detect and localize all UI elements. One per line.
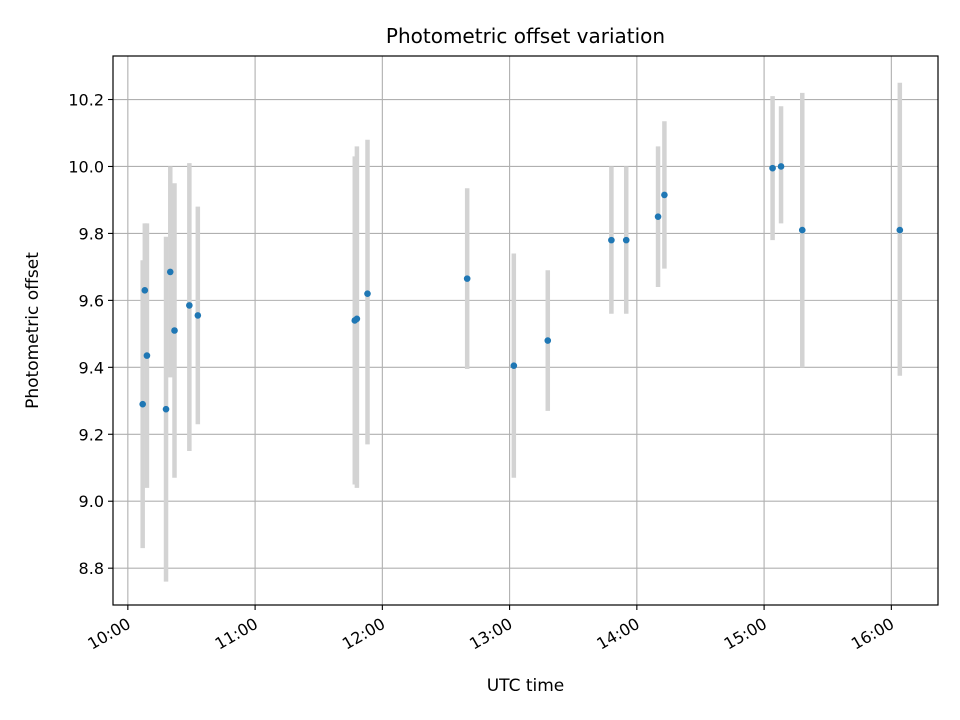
data-point (654, 213, 662, 220)
data-point (139, 400, 146, 408)
plot-area-frame (112, 55, 939, 606)
data-point (353, 315, 361, 323)
data-points (139, 163, 904, 413)
x-tick-label: 14:00 (593, 614, 642, 654)
data-point (186, 302, 193, 309)
data-point (166, 268, 174, 276)
y-tick-label: 10.0 (68, 157, 104, 176)
data-point (171, 327, 178, 334)
error-bars (140, 82, 903, 582)
data-point (798, 226, 806, 234)
data-point (769, 164, 776, 172)
data-point (661, 191, 668, 199)
data-point (777, 163, 785, 170)
y-axis-label: Photometric offset (23, 252, 43, 409)
data-point (544, 337, 552, 344)
y-tick-label: 9.6 (79, 291, 104, 310)
grid-lines (113, 56, 938, 605)
x-axis-label: UTC time (487, 676, 565, 696)
x-tick-label: 11:00 (212, 614, 261, 654)
data-point (364, 290, 371, 297)
data-point (141, 287, 149, 294)
data-point (622, 236, 630, 244)
x-tick-label: 13:00 (466, 614, 515, 654)
y-tick-label: 9.4 (79, 358, 104, 377)
x-tick-label: 16:00 (848, 614, 897, 654)
data-point (162, 405, 170, 413)
data-point (896, 226, 904, 234)
data-point (510, 362, 518, 369)
y-tick-label: 9.8 (79, 224, 104, 243)
data-point (463, 275, 471, 282)
x-tick-label: 12:00 (339, 614, 388, 654)
x-tick-label: 15:00 (721, 614, 770, 654)
data-point (608, 236, 615, 244)
y-tick-label: 8.8 (79, 559, 104, 578)
y-tick-label: 9.0 (79, 492, 104, 511)
y-tick-label: 9.2 (79, 425, 104, 444)
x-tick-label: 10:00 (84, 614, 133, 654)
y-tick-label: 10.2 (68, 91, 104, 110)
data-point (194, 312, 202, 319)
data-point (143, 352, 151, 359)
chart-title: Photometric offset variation (386, 24, 665, 48)
